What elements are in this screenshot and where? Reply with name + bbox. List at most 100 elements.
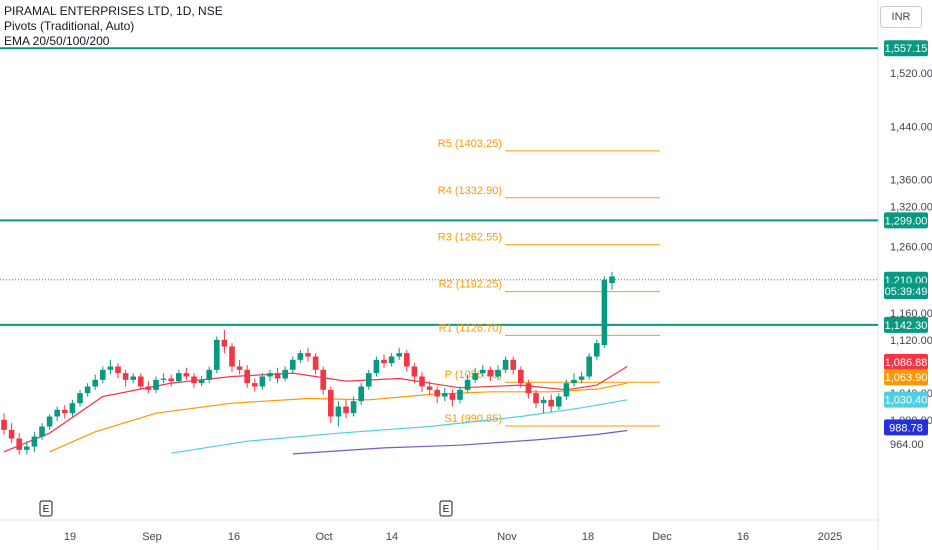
candle-down (221, 339, 228, 347)
candle-down (305, 353, 311, 357)
candle-up (457, 389, 463, 400)
candle-up (571, 379, 577, 384)
candle-up (160, 378, 167, 380)
candle-up (198, 379, 205, 384)
pivot-label: S1 (990.85) (445, 413, 502, 425)
candle-down (191, 376, 197, 384)
candle-down (487, 369, 494, 377)
pivot-label: R3 (1262.55) (438, 232, 502, 244)
candle-up (267, 373, 273, 377)
chart-legend: PIRAMAL ENTERPRISES LTD, 1D, NSE Pivots … (4, 4, 223, 49)
candle-up (24, 446, 30, 450)
pivot-levels: R5 (1403.25) R4 (1332.90) R3 (1262.55) R2 (… (438, 138, 660, 427)
time-axis[interactable]: 19 Sep 16 Oct 14 Nov 18 Dec 16 2025 (64, 531, 842, 543)
x-tick-label: Sep (142, 531, 162, 543)
ema100-line (171, 399, 628, 454)
ema-indicator-label[interactable]: EMA 20/50/100/200 (4, 34, 110, 48)
candles (1, 271, 615, 455)
candle-up (77, 393, 83, 404)
price-badge-text: 1,557.15 (885, 43, 928, 55)
candle-down (1, 419, 7, 430)
y-tick-label: 1,260.00 (890, 241, 932, 253)
candle-up (358, 386, 364, 402)
pivots-indicator-label[interactable]: Pivots (Traditional, Auto) (4, 19, 135, 33)
candle-up (586, 356, 592, 377)
candle-down (434, 389, 440, 397)
y-tick-label: 1,440.00 (890, 121, 932, 133)
candle-down (8, 429, 15, 439)
candle-up (442, 393, 448, 397)
candle-up (495, 369, 501, 377)
event-marker-box (439, 500, 453, 517)
price-badge-text: 1,299.00 (885, 215, 928, 227)
candle-up (472, 373, 478, 380)
x-tick-label: 14 (386, 531, 398, 543)
pivot-label: R1 (1126.70) (439, 322, 502, 334)
x-tick-label: 16 (737, 531, 749, 543)
candle-up (259, 376, 266, 387)
candle-down (145, 386, 152, 390)
candle-down (533, 393, 539, 404)
candle-up (69, 403, 76, 414)
price-badge-bg (884, 419, 928, 436)
price-badge-bg (884, 353, 928, 370)
price-badge: 1,557.15 (884, 40, 928, 57)
candle-up (282, 369, 288, 379)
candle-up (373, 359, 380, 374)
price-badge-bg (884, 391, 928, 408)
y-tick-label: 1,360.00 (890, 175, 932, 187)
event-marker-label: E (443, 504, 450, 515)
candle-down (252, 383, 258, 387)
candle-up (366, 373, 372, 387)
pivot-label: R4 (1332.90) (438, 185, 502, 197)
candle-up (107, 366, 114, 370)
candle-down (138, 376, 144, 387)
price-badges: 1,557.151,299.001,210.0005:39:491,142.30… (884, 40, 928, 436)
candle-up (31, 436, 38, 447)
candle-down (236, 366, 243, 370)
candle-up (594, 343, 600, 357)
candle-down (168, 378, 174, 382)
earnings-event-marker[interactable]: E (39, 500, 53, 517)
candle-up (609, 276, 615, 284)
price-badge-text: 988.78 (889, 422, 923, 434)
ema200-line (292, 429, 628, 455)
candle-down (274, 373, 281, 379)
candle-up (396, 353, 402, 357)
candle-down (525, 383, 532, 394)
ema-lines (3, 365, 628, 455)
ema20-line (3, 365, 628, 453)
candle-up (176, 373, 182, 382)
earnings-event-marker[interactable]: E (439, 500, 453, 517)
candle-down (320, 369, 326, 390)
candle-up (297, 353, 304, 360)
candle-up (502, 359, 509, 370)
y-tick-label: 1,120.00 (890, 335, 932, 347)
price-badge-text: 1,142.30 (885, 320, 928, 332)
event-marker-box (39, 500, 53, 517)
candle-up (563, 383, 570, 397)
event-marker-label: E (43, 504, 50, 515)
candle-down (343, 406, 349, 414)
candle-down (183, 373, 190, 377)
candle-up (388, 356, 395, 364)
candle-up (92, 379, 98, 387)
candle-up (214, 339, 220, 370)
currency-button[interactable]: INR (880, 6, 922, 28)
pivot-label: R2 (1192.25) (439, 279, 502, 291)
price-badge-bg (884, 283, 928, 300)
price-badge: 1,030.40 (884, 391, 928, 408)
x-tick-label: Dec (652, 531, 672, 543)
candle-down (404, 353, 410, 367)
price-badge: 05:39:49 (884, 283, 928, 300)
horizontal-lines (0, 47, 878, 326)
candle-up (480, 369, 486, 374)
candle-up (39, 426, 45, 437)
candle-down (16, 438, 22, 450)
price-badge-text: 1,063.90 (885, 372, 928, 384)
symbol-title[interactable]: PIRAMAL ENTERPRISES LTD, 1D, NSE (4, 4, 223, 18)
pivot-label: R5 (1403.25) (438, 138, 502, 150)
candle-up (153, 379, 159, 390)
